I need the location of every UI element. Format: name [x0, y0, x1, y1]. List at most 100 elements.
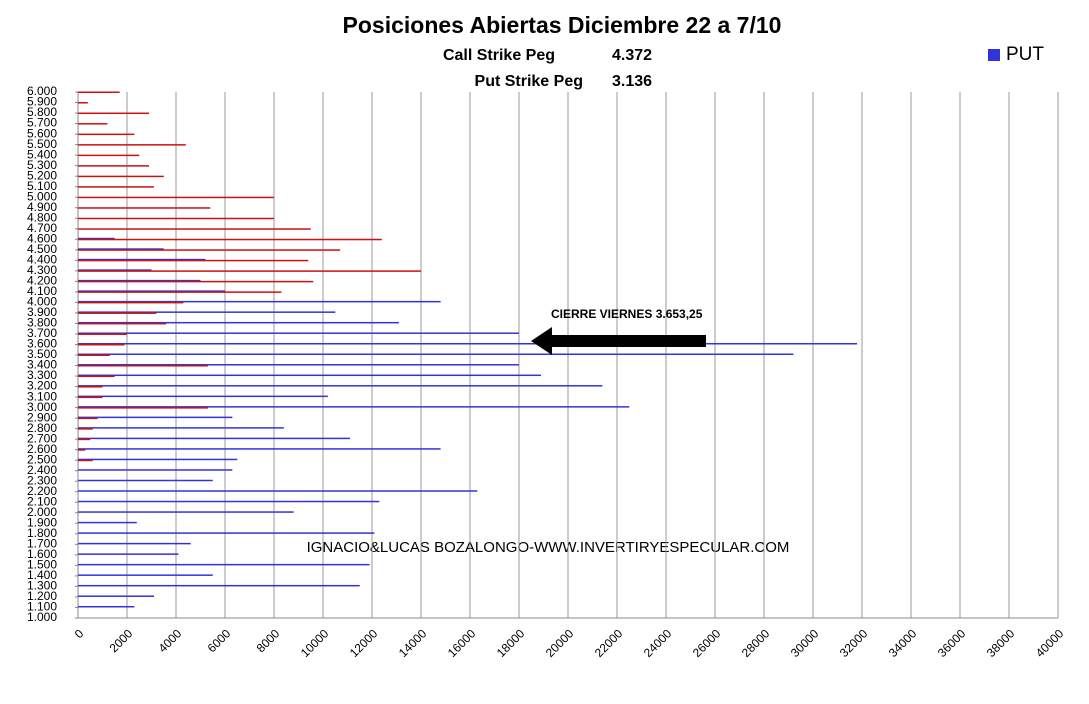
bar: [78, 280, 314, 283]
bar: [78, 332, 519, 334]
y-tick-label: 1.100: [27, 600, 57, 614]
bar: [78, 165, 150, 167]
y-tick-label: 4.900: [27, 200, 57, 214]
y-tick-label: 3.200: [27, 379, 57, 393]
y-tick-label: 5.100: [27, 179, 57, 193]
y-tick-label: 4.800: [27, 210, 57, 224]
footer: IGNACIO&LUCAS BOZALONGO-WWW.INVERTIRYESP…: [307, 539, 790, 556]
y-tick-label: 4.500: [27, 242, 57, 256]
bar: [78, 458, 238, 461]
y-tick-label: 2.600: [27, 442, 57, 456]
y-tick-label: 2.000: [27, 505, 57, 519]
y-tick-label: 5.300: [27, 158, 57, 172]
bar: [78, 248, 164, 250]
bar: [78, 427, 284, 429]
bar: [78, 207, 211, 209]
legend-label: PUT: [1006, 44, 1044, 65]
y-tick-label: 1.200: [27, 589, 57, 603]
bar: [78, 301, 184, 304]
bar: [78, 333, 127, 335]
y-tick-label: 1.300: [27, 579, 57, 593]
y-tick-label: 2.700: [27, 431, 57, 445]
bar: [78, 437, 350, 440]
y-tick-label: 1.000: [27, 610, 57, 624]
bar: [78, 553, 179, 555]
bar: [78, 312, 157, 314]
bar: [78, 133, 135, 136]
y-tick-label: 1.700: [27, 537, 57, 551]
bar: [78, 112, 150, 115]
arrow: [531, 327, 706, 355]
bar: [78, 500, 380, 503]
y-tick-label: 2.500: [27, 452, 57, 466]
bar: [78, 448, 441, 450]
y-tick-label: 4.200: [27, 274, 57, 288]
bar: [78, 595, 154, 597]
bar: [78, 322, 167, 325]
bar: [78, 291, 282, 293]
bar: [78, 279, 201, 282]
y-tick-label: 3.300: [27, 368, 57, 382]
y-tick-label: 5.400: [27, 147, 57, 161]
bar: [78, 449, 86, 451]
bar: [78, 584, 360, 587]
bar: [78, 270, 421, 272]
bar: [78, 91, 120, 93]
bar: [78, 290, 225, 292]
bar: [78, 249, 341, 251]
subtitle-value: 4.372: [612, 47, 652, 64]
y-tick-label: 3.800: [27, 316, 57, 330]
bar: [78, 417, 98, 420]
bar: [78, 469, 233, 471]
legend-swatch: [988, 49, 1000, 61]
y-tick-label: 5.700: [27, 116, 57, 130]
bar: [78, 574, 213, 576]
y-tick-label: 1.800: [27, 526, 57, 540]
bar: [78, 186, 154, 188]
y-tick-label: 5.900: [27, 95, 57, 109]
y-tick-label: 2.900: [27, 410, 57, 424]
bar: [78, 175, 164, 178]
bar: [78, 563, 370, 566]
bar: [78, 269, 152, 271]
bar: [78, 123, 108, 125]
y-tick-label: 5.500: [27, 137, 57, 151]
bar: [78, 386, 103, 388]
y-tick-label: 4.700: [27, 221, 57, 235]
bar: [78, 102, 88, 104]
bars: [78, 91, 858, 608]
y-tick-label: 3.400: [27, 358, 57, 372]
arrow-head: [531, 327, 552, 355]
bar: [78, 511, 294, 513]
bar: [78, 237, 115, 240]
chart-title: Posiciones Abiertas Diciembre 22 a 7/10: [343, 12, 782, 38]
y-tick-label: 3.700: [27, 326, 57, 340]
subtitle-value: 3.136: [612, 73, 652, 90]
bar: [78, 521, 137, 524]
y-tick-label: 2.200: [27, 484, 57, 498]
bar: [78, 365, 208, 367]
y-tick-label: 4.600: [27, 231, 57, 245]
y-tick-label: 1.600: [27, 547, 57, 561]
bar: [78, 238, 382, 241]
y-tick-label: 2.800: [27, 421, 57, 435]
bar: [78, 532, 375, 534]
bar: [78, 196, 274, 199]
y-tick-label: 3.100: [27, 389, 57, 403]
y-tick-label: 5.000: [27, 189, 57, 203]
bar: [78, 353, 794, 355]
y-tick-label: 3.000: [27, 400, 57, 414]
bar: [78, 228, 311, 230]
annotation: CIERRE VIERNES 3.653,25: [551, 307, 703, 321]
bar: [78, 406, 630, 408]
y-tick-label: 3.600: [27, 337, 57, 351]
bar: [78, 438, 91, 441]
bar: [78, 259, 309, 262]
bar: [78, 542, 191, 545]
bar: [78, 321, 399, 324]
bar: [78, 605, 135, 608]
y-tick-label: 3.900: [27, 305, 57, 319]
y-tick-label: 2.300: [27, 473, 57, 487]
bar: [78, 416, 233, 419]
bar: [78, 396, 103, 399]
